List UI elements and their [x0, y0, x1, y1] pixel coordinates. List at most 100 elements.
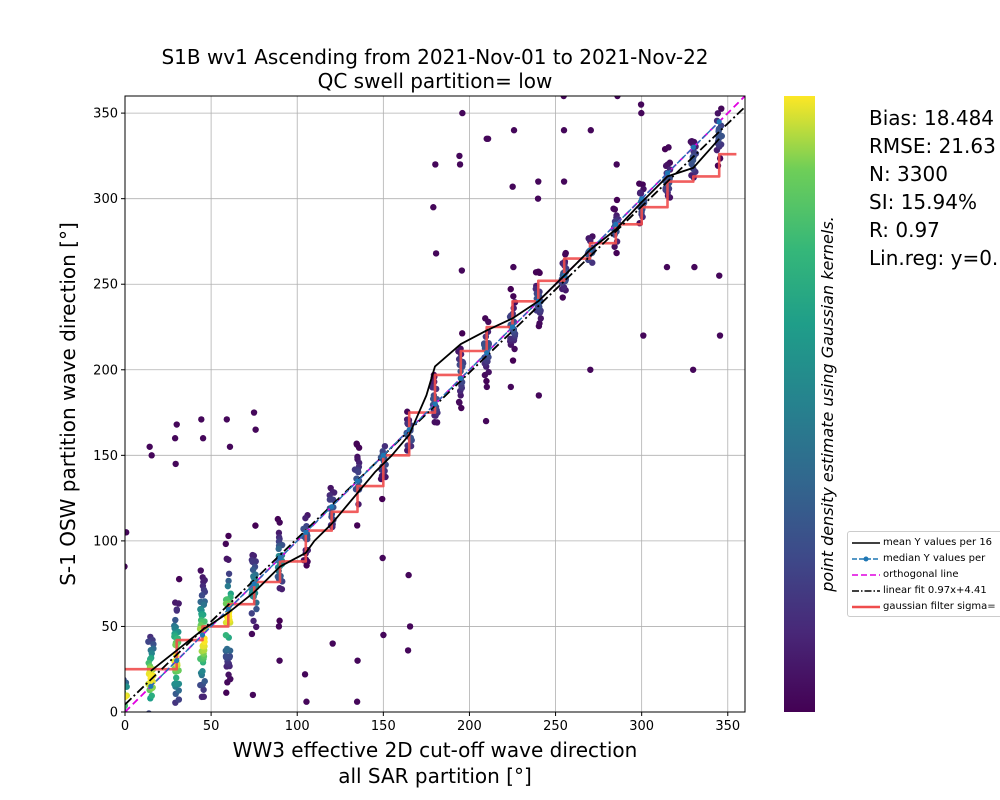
scatter-point [145, 638, 152, 645]
scatter-point [537, 315, 545, 322]
scatter-point [534, 195, 542, 202]
median-marker [664, 170, 671, 176]
legend-label-gaussian: gaussian filter sigma= [883, 601, 996, 612]
x-tick-label: 100 [285, 719, 310, 734]
scatter-point [430, 204, 437, 211]
scatter-point [354, 522, 361, 529]
scatter-point [201, 678, 208, 685]
scatter-point [691, 263, 698, 271]
scatter-point [197, 567, 204, 574]
legend: mean Y values per 16 median Y values per… [847, 531, 1000, 617]
legend-item-orthogonal: orthogonal line [848, 568, 1000, 582]
median-marker [380, 452, 386, 458]
scatter-point [536, 320, 543, 327]
scatter-point [222, 540, 230, 548]
scatter-point [511, 345, 518, 353]
scatter-point [198, 416, 205, 423]
scatter-point [249, 566, 257, 574]
scatter-point [148, 452, 155, 459]
scatter-point [173, 674, 180, 682]
colorbar [784, 96, 815, 712]
scatter-point [125, 693, 128, 701]
scatter-point [614, 96, 621, 100]
scatter-point [252, 426, 259, 433]
median-marker [458, 375, 464, 381]
stat-rmse: RMSE: 21.63 [869, 134, 996, 158]
scatter-point [225, 532, 232, 540]
scatter-point [146, 710, 152, 712]
scatter-point [222, 631, 230, 639]
chart-subtitle: QC swell partition= low [317, 69, 553, 93]
scatter-point [456, 152, 463, 160]
scatter-point [173, 607, 180, 614]
scatter-point [223, 689, 230, 696]
scatter-point [613, 249, 620, 257]
scatter-point [355, 444, 363, 451]
median-marker [509, 324, 516, 330]
scatter-point [458, 404, 465, 412]
scatter-point [689, 366, 697, 373]
scatter-point [301, 671, 309, 678]
scatter-point [483, 377, 490, 385]
scatter-point [250, 409, 258, 416]
stats-box: Bias: 18.484 RMSE: 21.63 N: 3300 SI: 15.… [869, 104, 998, 272]
legend-label-orthogonal: orthogonal line [883, 569, 959, 580]
scatter-point [276, 617, 283, 624]
scatter-point [125, 563, 128, 570]
legend-item-median: median Y values per [848, 552, 1000, 566]
scatter-point [225, 671, 232, 678]
x-tick-label: 300 [629, 719, 654, 734]
median-marker [716, 119, 722, 125]
x-tick-label: 50 [203, 719, 220, 734]
x-tick-label: 250 [543, 719, 568, 734]
scatter-point [146, 715, 152, 721]
scatter-point [223, 645, 231, 653]
x-axis-label-line1: WW3 effective 2D cut-off wave direction [232, 738, 638, 762]
stat-si: SI: 15.94% [869, 190, 977, 214]
median-marker [277, 555, 283, 561]
x-tick-label: 200 [457, 719, 482, 734]
scatter-point [276, 657, 283, 664]
y-tick-label: 150 [93, 449, 118, 464]
legend-swatch-orthogonal [852, 574, 880, 576]
scatter-point [613, 196, 621, 204]
scatter-point [252, 522, 259, 529]
y-tick-label: 100 [93, 534, 118, 549]
x-tick-label: 0 [121, 719, 129, 734]
scatter-point [509, 357, 517, 364]
scatter-point [225, 556, 232, 563]
scatter-point [379, 495, 386, 503]
scatter-point [484, 135, 492, 142]
scatter-point [560, 96, 567, 100]
median-marker [690, 144, 696, 150]
scatter-point [637, 190, 645, 197]
scatter-point [199, 435, 207, 442]
scatter-point [510, 293, 517, 300]
scatter-point [248, 630, 256, 638]
scatter-point [560, 127, 568, 134]
scatter-point [716, 332, 724, 339]
scatter-points [125, 96, 725, 721]
scatter-point [224, 582, 232, 590]
scatter-point [148, 692, 155, 699]
scatter-point [535, 392, 543, 399]
scatter-point [663, 263, 671, 271]
scatter-point [175, 600, 182, 607]
scatter-point [172, 616, 179, 624]
scatter-point [507, 383, 515, 391]
scatter-point [560, 178, 568, 185]
scatter-point [380, 631, 387, 639]
scatter-point [485, 318, 492, 326]
y-tick-label: 0 [110, 706, 118, 721]
scatter-point [638, 109, 645, 117]
scatter-point [562, 251, 569, 258]
scatter-point [249, 558, 257, 566]
scatter-point [587, 366, 594, 373]
scatter-point [640, 332, 647, 339]
legend-label-mean: mean Y values per 16 [883, 537, 993, 548]
scatter-point [253, 623, 260, 631]
median-marker [432, 401, 438, 407]
scatter-point [125, 529, 130, 536]
scatter-point [248, 610, 255, 617]
median-marker [174, 658, 180, 664]
